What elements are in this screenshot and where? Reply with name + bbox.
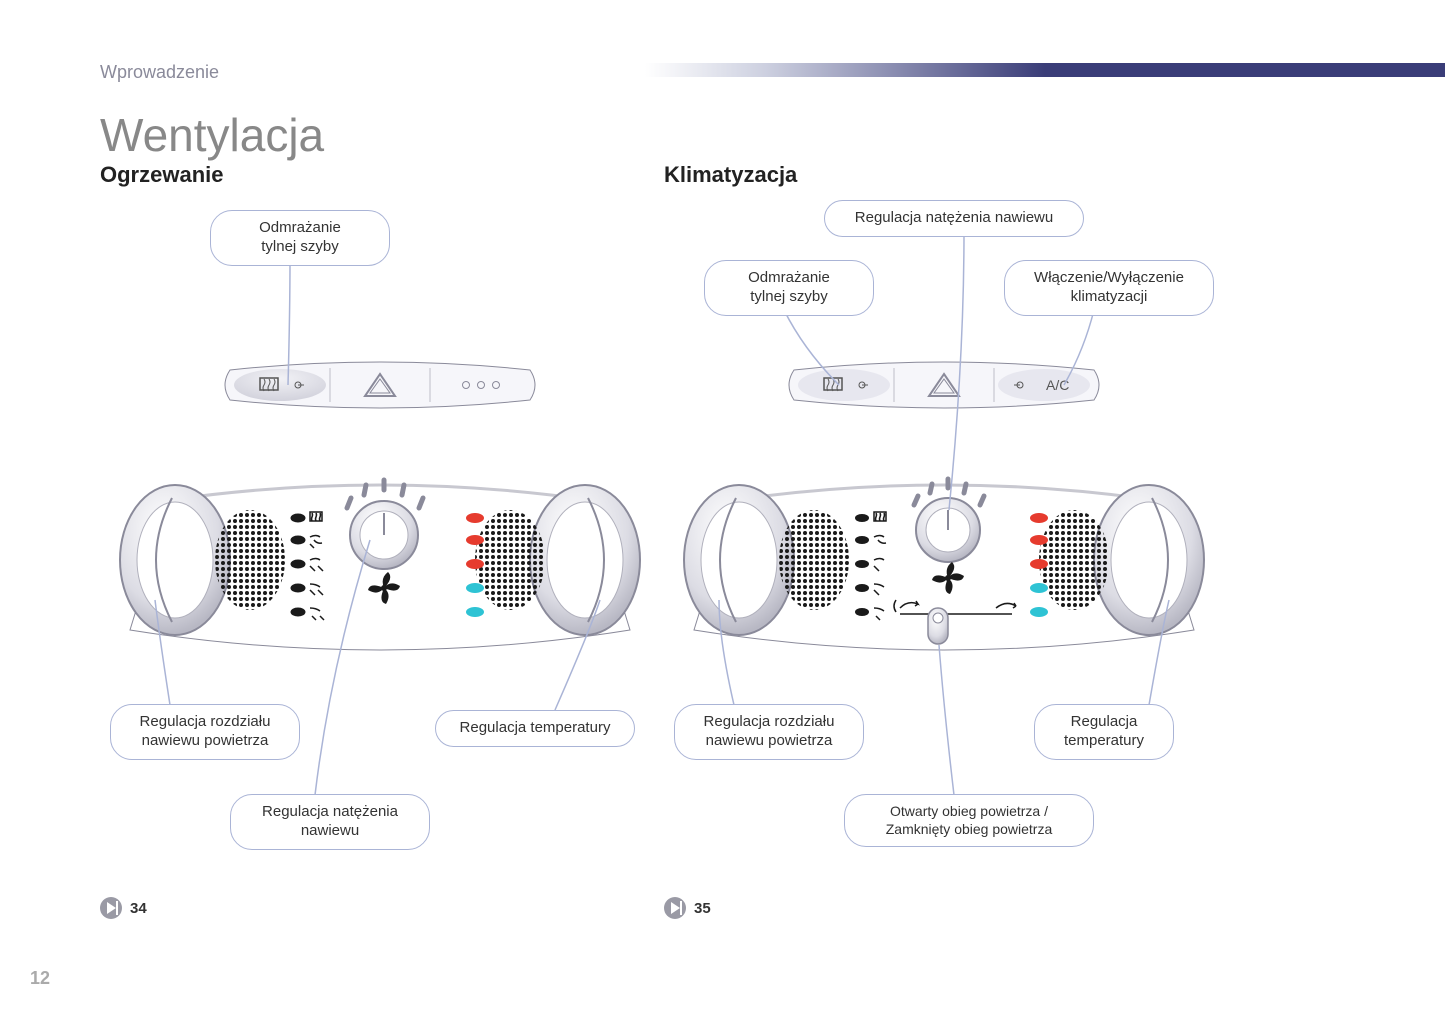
callout-temperature: Regulacja temperatury [1034,704,1174,760]
callout-temperature: Regulacja temperatury [435,710,635,747]
header-strip [645,63,1445,77]
callout-defrost: Odmrażanie tylnej szyby [210,210,390,266]
callout-recirculation: Otwarty obieg powietrza / Zamknięty obie… [844,794,1094,847]
callout-fan-intensity: Regulacja natężenia nawiewu [230,794,430,850]
callout-air-distribution: Regulacja rozdziału nawiewu powietrza [110,704,300,760]
left-subtitle: Ogrzewanie [100,162,223,188]
callout-defrost: Odmrażanie tylnej szyby [704,260,874,316]
page-number: 12 [30,968,50,989]
heating-panel: Odmrażanie tylnej szyby Regulacja rozdzi… [100,200,660,960]
right-subtitle: Klimatyzacja [664,162,797,188]
page-title: Wentylacja [100,108,324,162]
callout-fan-intensity-top: Regulacja natężenia nawiewu [824,200,1084,237]
callout-ac-toggle: Włączenie/Wyłączenie klimatyzacji [1004,260,1214,316]
ac-panel: Regulacja natężenia nawiewu Odmrażanie t… [664,200,1224,960]
callout-air-distribution: Regulacja rozdziału nawiewu powietrza [674,704,864,760]
section-header: Wprowadzenie [100,62,219,83]
